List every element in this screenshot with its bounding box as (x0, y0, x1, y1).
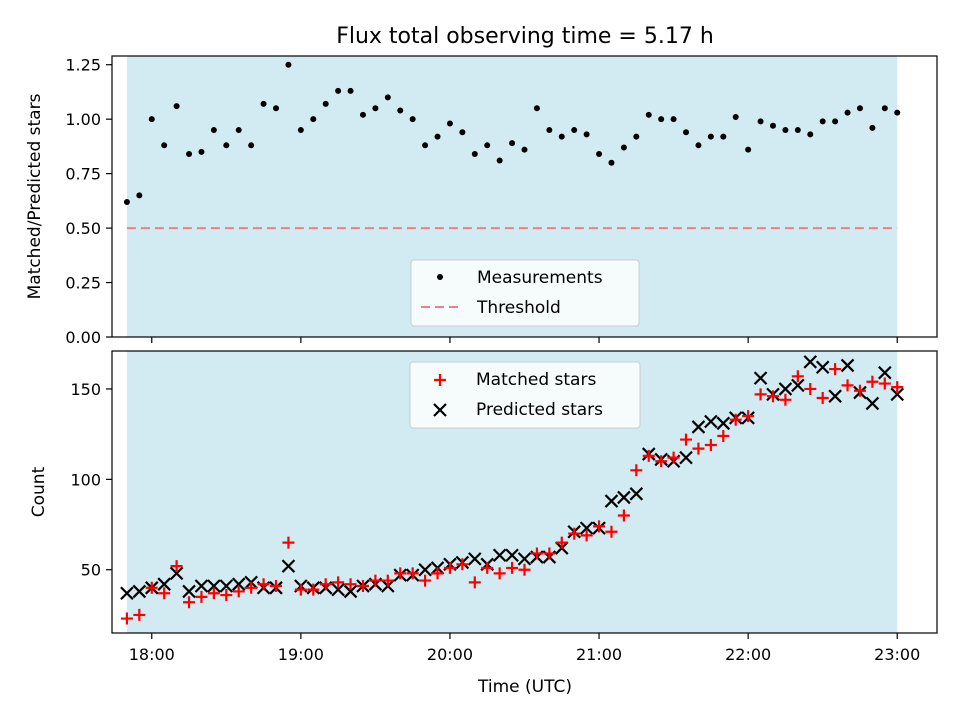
x-axis-label: Time (UTC) (477, 677, 572, 697)
figure: Flux total observing time = 5.17 h 0.000… (0, 0, 960, 720)
x-axis-ticks (152, 337, 897, 343)
measurement-point (236, 127, 242, 133)
measurement-point (136, 192, 142, 198)
y-axis-label: Count (29, 466, 49, 517)
chart-title: Flux total observing time = 5.17 h (336, 24, 714, 49)
measurement-point (571, 127, 577, 133)
x-axis-ticks: 18:00 19:00 20:00 21:00 22:00 23:00 (129, 633, 921, 664)
measurement-point (372, 105, 378, 111)
measurement-point (708, 134, 714, 140)
measurement-point (633, 134, 639, 140)
measurement-point (869, 125, 875, 131)
y-tick-label: 150 (70, 380, 101, 399)
y-axis-ticks: 0.00 0.25 0.50 0.75 1.00 1.25 (65, 56, 112, 347)
measurement-point (223, 142, 229, 148)
x-tick-label: 22:00 (725, 645, 771, 664)
measurement-point (484, 142, 490, 148)
measurement-point (646, 112, 652, 118)
measurement-point (807, 131, 813, 137)
x-tick-label: 18:00 (129, 645, 175, 664)
y-tick-label: 0.50 (65, 219, 101, 238)
measurement-point (559, 134, 565, 140)
measurement-point (546, 127, 552, 133)
measurement-point (671, 116, 677, 122)
measurement-point (584, 131, 590, 137)
measurement-point (124, 199, 130, 205)
legend-label-matched: Matched stars (476, 370, 596, 390)
measurement-point (348, 88, 354, 94)
legend-label-predicted: Predicted stars (476, 400, 603, 420)
measurement-point (795, 127, 801, 133)
measurement-point (608, 160, 614, 166)
y-tick-label: 50 (81, 561, 101, 580)
x-tick-label: 21:00 (576, 645, 622, 664)
measurement-point (298, 127, 304, 133)
measurement-point (782, 127, 788, 133)
measurement-point (882, 105, 888, 111)
measurement-point (695, 142, 701, 148)
measurement-point (720, 134, 726, 140)
measurement-point (522, 147, 528, 153)
measurement-point (161, 142, 167, 148)
measurement-point (211, 127, 217, 133)
measurement-point (335, 88, 341, 94)
measurement-point (447, 121, 453, 127)
count-panel: 50100150 18:00 19:00 20:00 21:00 22:00 23:00 … (29, 351, 937, 697)
measurement-point (758, 118, 764, 124)
ratio-panel: 0.00 0.25 0.50 0.75 1.00 1.25 Matched/Predict… (25, 56, 937, 347)
x-tick-label: 23:00 (874, 645, 920, 664)
measurement-point (198, 149, 204, 155)
measurement-point (820, 118, 826, 124)
x-tick-label: 19:00 (278, 645, 324, 664)
measurement-point (323, 101, 329, 107)
measurement-point (273, 105, 279, 111)
measurement-point (435, 134, 441, 140)
y-tick-label: 0.25 (65, 274, 101, 293)
y-tick-label: 1.25 (65, 56, 101, 75)
measurement-point (733, 114, 739, 120)
measurement-point (385, 94, 391, 100)
legend: Measurements Threshold (411, 260, 639, 326)
measurement-point (857, 105, 863, 111)
measurement-point (149, 116, 155, 122)
measurement-point (310, 116, 316, 122)
legend-label-measurements: Measurements (477, 268, 603, 288)
y-tick-label: 0.75 (65, 165, 101, 184)
measurement-point (894, 110, 900, 116)
measurement-point (174, 103, 180, 109)
measurement-point (261, 101, 267, 107)
legend: Matched stars Predicted stars (410, 362, 640, 428)
legend-marker-measurements (437, 274, 443, 280)
y-axis-label: Matched/Predicted stars (25, 93, 45, 299)
measurement-point (845, 110, 851, 116)
measurement-point (658, 116, 664, 122)
measurement-point (422, 142, 428, 148)
measurement-point (534, 105, 540, 111)
measurement-point (509, 140, 515, 146)
x-tick-label: 20:00 (427, 645, 473, 664)
y-axis-ticks: 50 100 150 (70, 380, 112, 580)
legend-label-threshold: Threshold (476, 298, 561, 318)
y-tick-label: 0.00 (65, 328, 101, 347)
measurement-point (285, 62, 291, 68)
measurement-point (745, 147, 751, 153)
measurement-point (186, 151, 192, 157)
y-tick-label: 100 (70, 470, 101, 489)
measurement-point (360, 112, 366, 118)
measurement-point (397, 107, 403, 113)
measurement-point (596, 151, 602, 157)
measurement-point (497, 158, 503, 164)
measurement-point (248, 142, 254, 148)
measurement-point (770, 123, 776, 129)
measurement-point (410, 116, 416, 122)
measurement-point (459, 129, 465, 135)
measurement-point (621, 144, 627, 150)
measurement-point (683, 129, 689, 135)
measurement-point (472, 151, 478, 157)
measurement-point (832, 118, 838, 124)
y-tick-label: 1.00 (65, 110, 101, 129)
